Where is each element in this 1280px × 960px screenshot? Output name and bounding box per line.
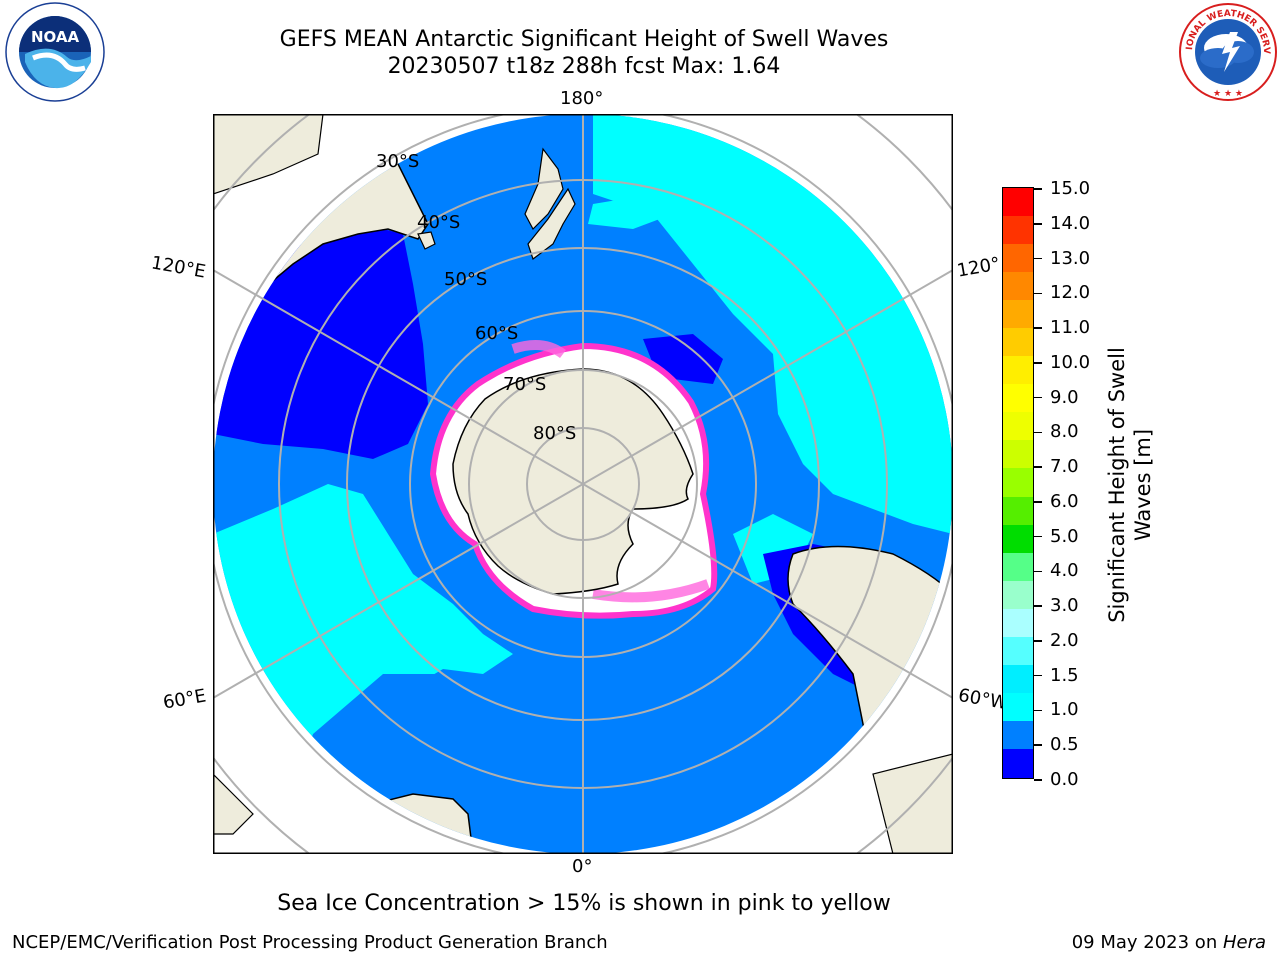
colorbar-tick-label: 13.0 xyxy=(1050,247,1091,269)
colorbar-tick xyxy=(1034,362,1042,364)
colorbar-segment xyxy=(1003,664,1033,694)
sea-ice-caption: Sea Ice Concentration > 15% is shown in … xyxy=(277,891,891,916)
colorbar-segment xyxy=(1003,608,1033,638)
colorbar-tick xyxy=(1034,466,1042,468)
colorbar-tick-label: 12.0 xyxy=(1050,282,1091,304)
lat-label-40s: 40°S xyxy=(417,212,461,233)
colorbar-tick xyxy=(1034,570,1042,573)
land-corner-bottomleft xyxy=(213,773,254,835)
lon-label-60e: 60°E xyxy=(161,685,208,714)
colorbar-tick-label: 0.0 xyxy=(1050,769,1079,790)
colorbar-tick xyxy=(1034,396,1042,399)
lat-label-30s: 30°S xyxy=(376,151,420,172)
colorbar-segment xyxy=(1003,188,1033,217)
colorbar-segment xyxy=(1003,552,1033,582)
footer-branch: NCEP/EMC/Verification Post Processing Pr… xyxy=(12,932,608,953)
colorbar-segment xyxy=(1003,244,1033,273)
noaa-logo: NOAA xyxy=(5,2,105,102)
lon-label-0: 0° xyxy=(572,856,593,877)
colorbar-tick-label: 3.0 xyxy=(1050,595,1079,617)
colorbar-tick-label: 8.0 xyxy=(1050,421,1079,443)
colorbar-tick xyxy=(1034,327,1042,329)
colorbar-segment xyxy=(1003,468,1033,498)
lat-label-50s: 50°S xyxy=(444,269,488,290)
chart-title: GEFS MEAN Antarctic Significant Height o… xyxy=(279,27,889,52)
colorbar-tick xyxy=(1034,744,1042,746)
chart-subtitle: 20230507 t18z 288h fcst Max: 1.64 xyxy=(387,54,781,79)
nws-logo: NATIONAL WEATHER SERVICE ★ ★ ★ xyxy=(1178,2,1278,102)
colorbar-tick xyxy=(1034,535,1042,538)
colorbar-segment xyxy=(1003,580,1033,610)
colorbar-tick xyxy=(1034,188,1042,190)
lat-label-70s: 70°S xyxy=(503,374,547,395)
colorbar-tick-label: 1.5 xyxy=(1050,664,1079,686)
colorbar-tick xyxy=(1034,640,1042,642)
lat-label-80s: 80°S xyxy=(533,423,577,444)
colorbar-segment xyxy=(1003,412,1033,442)
colorbar-tick-label: 14.0 xyxy=(1050,212,1091,234)
colorbar-segment xyxy=(1003,272,1033,301)
colorbar-tick-label: 11.0 xyxy=(1050,317,1091,339)
colorbar-segment xyxy=(1003,356,1033,385)
colorbar-segment xyxy=(1003,720,1033,750)
lon-label-180: 180° xyxy=(560,88,604,109)
colorbar-tick-label: 0.5 xyxy=(1050,734,1079,756)
svg-text:NOAA: NOAA xyxy=(31,28,80,46)
colorbar-tick-label: 5.0 xyxy=(1050,525,1079,547)
swell-cyan-pacific-2 xyxy=(693,211,758,257)
colorbar-segment xyxy=(1003,496,1033,526)
colorbar-title-line1: Significant Height of Swell xyxy=(1105,347,1129,623)
colorbar-tick xyxy=(1034,709,1042,712)
lon-label-120w: 120° xyxy=(955,253,1002,282)
footer-host: Hera xyxy=(1222,932,1266,953)
land-corner-topleft-2 xyxy=(213,114,324,195)
antarctica xyxy=(452,368,694,595)
sea-ice-edge-pacific xyxy=(511,340,566,359)
colorbar-tick xyxy=(1034,431,1042,434)
colorbar-segment xyxy=(1003,636,1033,666)
colorbar-tick xyxy=(1034,674,1042,677)
colorbar-segment xyxy=(1003,216,1033,245)
colorbar-tick-label: 4.0 xyxy=(1050,560,1079,582)
colorbar-tick xyxy=(1034,501,1042,503)
colorbar xyxy=(1002,187,1034,779)
colorbar-tick-label: 2.0 xyxy=(1050,629,1079,651)
colorbar-tick xyxy=(1034,257,1042,260)
tasmania xyxy=(417,231,436,250)
lon-label-120e: 120°E xyxy=(149,252,208,283)
colorbar-tick-label: 7.0 xyxy=(1050,456,1079,478)
colorbar-title-line2: Waves [m] xyxy=(1131,428,1155,542)
new-zealand-south xyxy=(524,147,564,230)
colorbar-segment xyxy=(1003,384,1033,413)
colorbar-segment xyxy=(1003,300,1033,329)
colorbar-segment xyxy=(1003,748,1033,778)
colorbar-segment xyxy=(1003,328,1033,357)
colorbar-tick-label: 15.0 xyxy=(1050,178,1091,199)
graticule xyxy=(213,114,953,854)
colorbar-tick xyxy=(1034,292,1042,295)
footer-date: 09 May 2023 on Hera xyxy=(1072,932,1266,954)
colorbar-tick-label: 6.0 xyxy=(1050,490,1079,512)
colorbar-tick xyxy=(1034,779,1042,781)
colorbar-segment xyxy=(1003,440,1033,470)
colorbar-tick-label: 9.0 xyxy=(1050,386,1079,408)
colorbar-tick xyxy=(1034,605,1042,607)
colorbar-segment xyxy=(1003,524,1033,554)
colorbar-tick-label: 10.0 xyxy=(1050,351,1091,373)
colorbar-tick xyxy=(1034,223,1042,225)
colorbar-tick-label: 1.0 xyxy=(1050,699,1079,721)
svg-text:★ ★ ★: ★ ★ ★ xyxy=(1213,89,1243,99)
lat-label-60s: 60°S xyxy=(475,323,519,344)
swell-cyan-pacific-3 xyxy=(588,194,673,229)
footer-date-text: 09 May 2023 on xyxy=(1071,932,1223,953)
polar-map xyxy=(213,114,953,854)
colorbar-segment xyxy=(1003,692,1033,722)
